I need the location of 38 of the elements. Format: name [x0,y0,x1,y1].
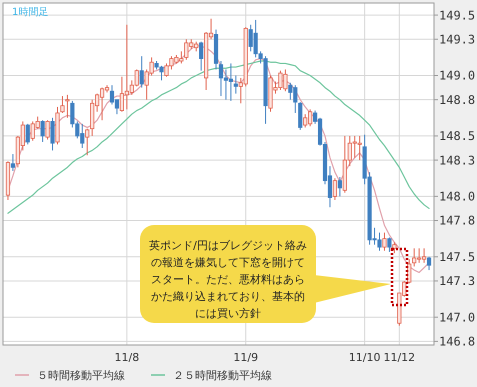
candlestick [10,154,16,172]
candlestick [85,128,90,156]
candlestick [387,236,392,252]
candlestick [60,96,65,114]
candlestick [332,178,338,200]
candlestick [65,94,70,118]
candlestick [199,41,204,72]
candlestick [338,176,342,197]
x-tick-label: 11/10 [348,351,380,364]
y-tick-label: 149.0 [439,68,476,83]
x-tick-label: 11/12 [383,351,416,364]
x-tick-label: 11/9 [233,351,258,364]
candlestick [426,256,432,271]
line-series [7,60,430,214]
y-tick-label: 148.3 [439,153,476,168]
legend-label: ２５時間移動平均線 [173,369,272,382]
candlestick [50,117,55,151]
candlestick [234,75,238,94]
y-tick-label: 147.8 [439,214,476,228]
annotation: 英ポンド/円はブレグジット絡みの報道を嫌気して下窓を開けてスタート。ただ、悪材料はあらかた織り込まれており、基本的には買い方針 [149,239,307,320]
y-tick-label: 149.3 [439,32,476,46]
candlestick [407,258,412,284]
candlestick [382,232,387,252]
y-tick-label: 147.0 [439,310,476,324]
candlestick [40,120,45,142]
x-tick-label: 11/8 [114,351,140,364]
y-tick-label: 147.5 [439,250,476,264]
y-tick-label: 146.8 [439,334,476,349]
y-tick-label: 149.5 [439,8,476,22]
candlestick [45,120,50,140]
candlestick [26,123,30,145]
y-tick-label: 148.0 [439,190,476,204]
y-tick-label: 148.8 [439,92,476,107]
y-tick-label: 148.5 [439,129,476,144]
chart-title: 1時間足 [12,6,48,18]
legend-label: ５時間移動平均線 [37,369,125,382]
y-tick-label: 147.3 [439,274,476,288]
candlestick [140,56,144,88]
